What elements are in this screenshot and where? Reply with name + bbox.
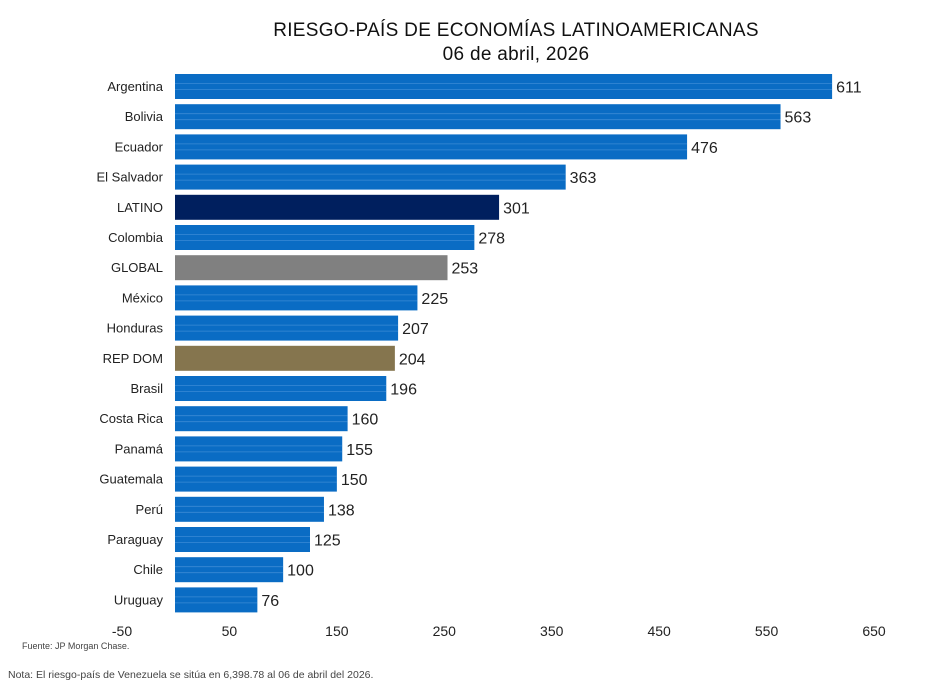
bar-7 — [175, 285, 418, 311]
x-tick-label: 250 — [433, 623, 457, 639]
value-label: 611 — [836, 80, 862, 97]
value-label: 476 — [691, 140, 718, 157]
x-tick-label: 50 — [222, 623, 238, 639]
value-label: 150 — [341, 472, 368, 489]
value-label: 204 — [399, 351, 426, 368]
category-label: El Salvador — [97, 170, 164, 185]
value-label: 76 — [261, 593, 279, 610]
x-tick-label: 550 — [755, 623, 779, 639]
bar-11 — [175, 406, 348, 432]
value-label: 160 — [352, 412, 379, 429]
category-label: Guatemala — [99, 472, 163, 487]
bar-2 — [175, 134, 688, 160]
category-label: GLOBAL — [111, 260, 163, 275]
bar-6 — [175, 255, 448, 281]
source-note: Fuente: JP Morgan Chase. — [22, 641, 130, 651]
value-label: 100 — [287, 563, 314, 580]
category-label: Argentina — [107, 79, 163, 94]
bar-17 — [175, 587, 258, 613]
category-label: Perú — [136, 502, 163, 517]
bar-1 — [175, 104, 781, 130]
category-label: Paraguay — [107, 532, 163, 547]
value-label: 278 — [478, 231, 505, 248]
category-label: LATINO — [117, 200, 163, 215]
bar-8 — [175, 315, 399, 341]
bar-9 — [175, 345, 395, 371]
category-label: Ecuador — [115, 139, 164, 154]
category-label: Chile — [133, 562, 163, 577]
value-label: 563 — [785, 110, 812, 127]
bar-13 — [175, 466, 337, 492]
bar-16 — [175, 557, 284, 583]
bar-5 — [175, 225, 475, 250]
category-label: Bolivia — [125, 109, 164, 124]
value-label: 196 — [390, 382, 417, 399]
bar-12 — [175, 436, 343, 462]
bar-14 — [175, 496, 324, 522]
chart-subtitle: 06 de abril, 2026 — [442, 44, 590, 65]
bar-10 — [175, 376, 387, 401]
x-tick-label: 650 — [862, 623, 886, 639]
category-label: Panamá — [115, 441, 164, 456]
bar-0 — [175, 74, 833, 99]
category-label: Uruguay — [114, 592, 164, 607]
bar-3 — [175, 164, 566, 190]
value-label: 138 — [328, 502, 355, 519]
value-label: 253 — [452, 261, 479, 278]
category-label: Brasil — [130, 381, 163, 396]
value-label: 301 — [503, 200, 530, 217]
value-label: 125 — [314, 533, 341, 550]
value-label: 207 — [402, 321, 429, 338]
value-label: 155 — [346, 442, 373, 459]
value-label: 225 — [421, 291, 448, 308]
x-tick-label: 450 — [647, 623, 671, 639]
x-tick-label: 150 — [325, 623, 349, 639]
category-label: Costa Rica — [99, 411, 163, 426]
x-tick-label: -50 — [112, 623, 132, 639]
x-tick-label: 350 — [540, 623, 564, 639]
category-label: Honduras — [107, 321, 164, 336]
value-label: 363 — [570, 170, 597, 187]
footnote: Nota: El riesgo-país de Venezuela se sit… — [8, 669, 374, 681]
bar-4 — [175, 194, 500, 220]
category-label: México — [122, 290, 163, 305]
bar-15 — [175, 527, 310, 552]
category-label: Colombia — [108, 230, 164, 245]
chart-title: RIESGO-PAÍS DE ECONOMÍAS LATINOAMERICANA… — [273, 20, 759, 41]
category-label: REP DOM — [103, 351, 163, 366]
